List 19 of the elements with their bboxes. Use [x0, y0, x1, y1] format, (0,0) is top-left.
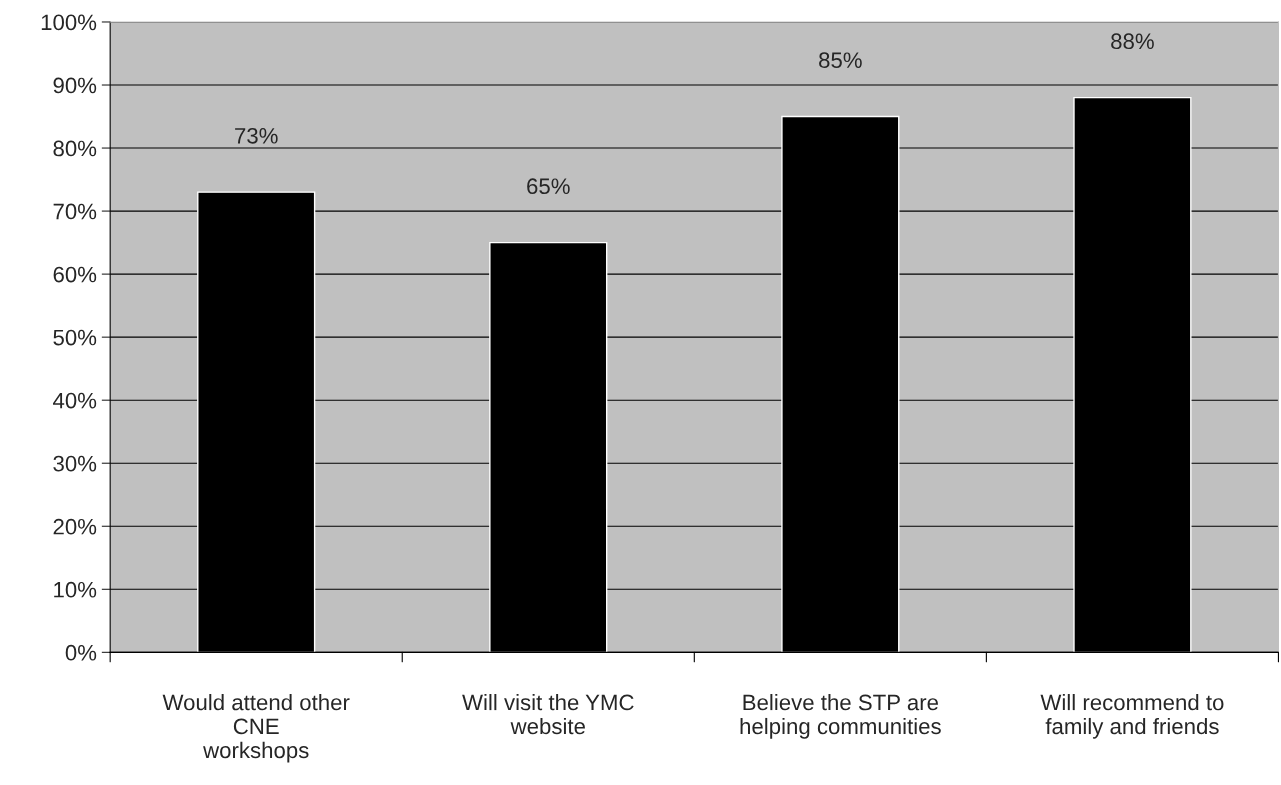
x-tick-label: Would attend other CNE workshops [162, 694, 350, 763]
y-tick-label: 10% [54, 581, 97, 598]
y-tick-label: 100% [41, 14, 97, 31]
y-tick-label: 50% [53, 329, 97, 346]
y-tick-label: 30% [53, 455, 97, 472]
y-tick-label: 40% [53, 392, 97, 409]
x-tick-label: Believe the STP are helping communities [740, 694, 941, 739]
y-tick-label: 70% [53, 203, 97, 220]
y-tick-label: 20% [53, 518, 97, 535]
data-label: 85% [819, 52, 862, 69]
y-tick-label: 60% [53, 266, 97, 283]
data-label: 88% [1111, 33, 1154, 50]
data-label: 65% [527, 178, 570, 195]
x-tick-label: Will visit the YMC website [462, 694, 634, 735]
y-tick-label: 90% [53, 77, 97, 94]
x-tick-label: Will recommend to family and friends [1040, 694, 1224, 739]
y-tick-label: 80% [53, 140, 97, 157]
data-label: 73% [235, 127, 278, 144]
y-tick-label: 0% [65, 644, 97, 661]
